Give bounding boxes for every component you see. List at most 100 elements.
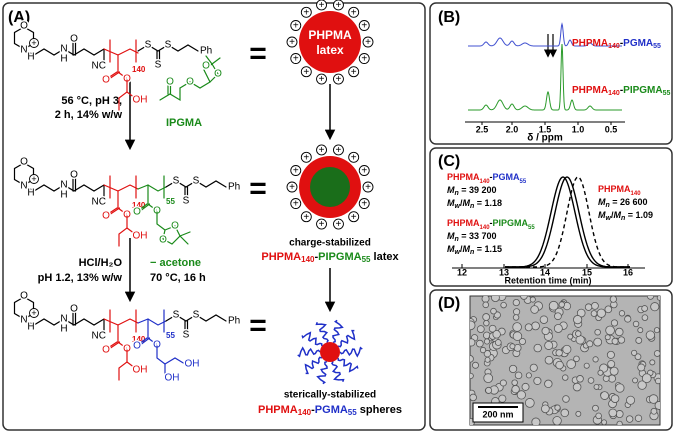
atom-label: O [102, 345, 110, 356]
text-part: / [460, 244, 463, 254]
charge [316, 0, 327, 11]
particle [600, 391, 610, 400]
particle [555, 360, 564, 370]
atom-label: Ph [200, 46, 212, 57]
x-tick-label: 2.0 [506, 124, 519, 134]
particle [575, 335, 585, 345]
charge [286, 181, 298, 193]
particle [514, 371, 523, 380]
particle [490, 307, 497, 315]
bond [117, 341, 127, 349]
particle [594, 328, 601, 336]
particle [597, 369, 604, 376]
particle [470, 372, 474, 380]
polymer-label: PHPMA140-PGMA55 [572, 38, 661, 50]
charge [333, 144, 344, 156]
particle [649, 359, 656, 366]
polymer-label: PHPMA140-PIPGMA55 [572, 85, 671, 97]
text-part: 55 [653, 43, 661, 50]
charge [348, 6, 360, 18]
x-axis-label: δ / ppm [527, 133, 563, 144]
atom-label: N [20, 315, 27, 326]
particle [472, 361, 479, 369]
atom-label: OH [165, 373, 180, 384]
text-part: M [598, 210, 606, 220]
particle [617, 336, 626, 344]
panel-label: (D) [438, 295, 460, 312]
mn-label: Mn = 26 600 [598, 197, 648, 208]
particle [626, 395, 636, 405]
charge-sign: + [336, 74, 342, 85]
text-part: M [613, 210, 621, 220]
particle [634, 353, 642, 361]
atom-label: Ph [228, 316, 240, 327]
atom-label: S [155, 60, 162, 71]
charge [316, 144, 327, 156]
corona-chain [337, 329, 356, 348]
atom-label: N [60, 180, 67, 191]
condition: 2 h, 14% w/w [55, 109, 123, 121]
panel-label: (C) [438, 153, 460, 170]
condition: pH 1.2, 13% w/w [38, 272, 123, 284]
particle [562, 344, 572, 354]
bond [156, 211, 166, 231]
particle [586, 340, 594, 348]
corona-chain [316, 360, 328, 385]
text-part: 55 [520, 179, 527, 185]
particle [558, 301, 565, 308]
particle [650, 407, 658, 415]
text-part: PIPGMA [493, 218, 529, 228]
corona-chain [297, 346, 321, 358]
atom-label: S [145, 40, 152, 51]
text-part: = 39 200 [459, 185, 497, 195]
bond [103, 48, 139, 56]
particle [484, 356, 491, 363]
tem-particles [470, 296, 660, 425]
atom-label: O [123, 74, 131, 85]
particle [576, 375, 584, 383]
atom-label: O [171, 221, 179, 232]
charge-sign: + [303, 212, 309, 223]
text-part: PGMA [623, 38, 653, 49]
charge [348, 151, 360, 163]
particle [479, 346, 487, 354]
charge-sign: + [351, 212, 357, 223]
charge-sign: + [361, 54, 367, 65]
atom-label: S [193, 310, 200, 321]
particle [641, 314, 649, 321]
particle [618, 310, 626, 317]
particle [555, 349, 563, 357]
core [320, 342, 340, 362]
atom-label: O [133, 341, 141, 352]
charge [316, 73, 327, 85]
particle [632, 377, 638, 384]
bond [118, 79, 128, 111]
particle [562, 374, 569, 381]
particle [595, 412, 602, 420]
bond [211, 57, 221, 65]
text-part: n [621, 215, 625, 222]
particle [512, 298, 520, 307]
bond [103, 184, 139, 192]
equals-sign: = [249, 172, 267, 205]
particle [592, 356, 599, 363]
text-part: PIPGMA [623, 85, 662, 96]
particle [541, 326, 550, 336]
charge [316, 218, 327, 230]
particle [470, 338, 476, 347]
panel-label: (A) [8, 9, 30, 26]
particle [470, 355, 474, 363]
text-part: PGMA [493, 172, 521, 182]
text-part: - [490, 218, 493, 228]
bond [103, 318, 139, 326]
atom-label: Ph [228, 182, 240, 193]
atom-label: H [60, 190, 67, 201]
particle [615, 410, 624, 418]
particle [488, 324, 497, 333]
atom-label: O [20, 21, 28, 32]
latex-text: latex [316, 43, 344, 57]
bond [126, 361, 136, 369]
text-part: = 1.18 [474, 198, 502, 208]
bond [179, 231, 191, 237]
gpc-trace [504, 176, 631, 268]
